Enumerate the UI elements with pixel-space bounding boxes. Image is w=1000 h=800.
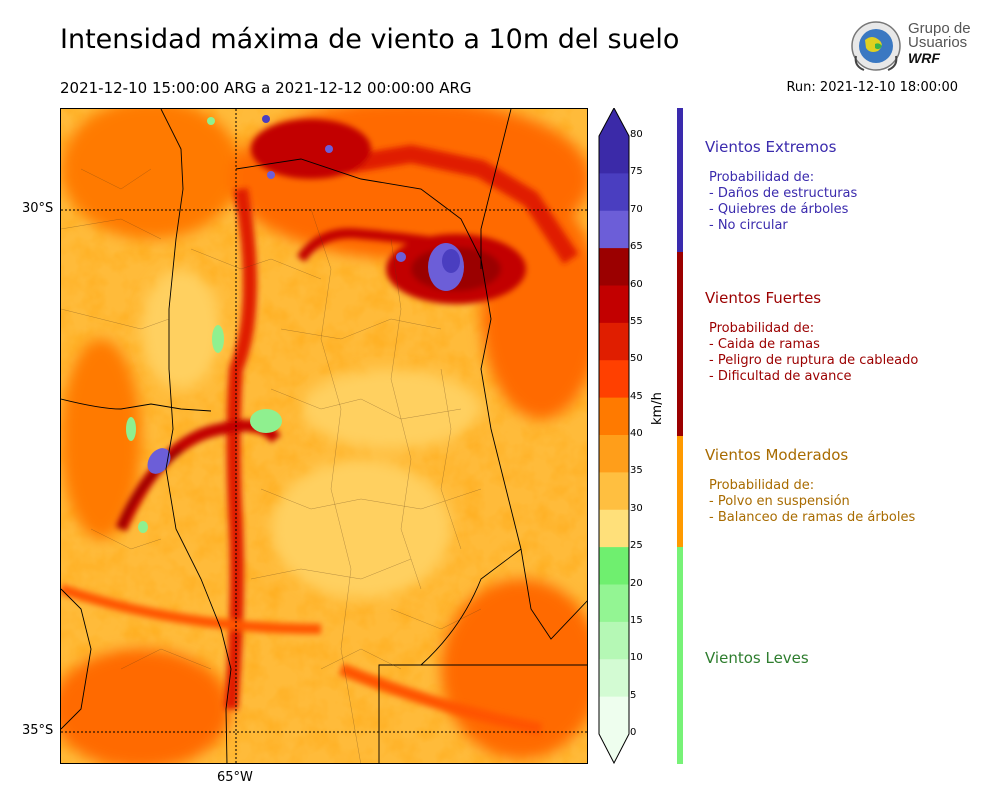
colorbar-bin <box>599 696 629 735</box>
probability-item: - Caida de ramas <box>709 337 820 352</box>
lon-label-65w: 65°W <box>217 770 253 785</box>
colorbar-bin <box>599 547 629 585</box>
wind-category: Vientos Fuertes Probabilidad de: - Caida d… <box>705 289 918 385</box>
colorbar-tick-label: 0 <box>630 727 637 738</box>
colorbar-bin <box>599 435 629 473</box>
colorbar-bottom-extension <box>599 734 629 763</box>
colorbar-unit: km/h <box>650 392 665 425</box>
colorbar-top-extension <box>599 108 629 136</box>
department-boundaries <box>61 168 482 763</box>
light-wind-patches <box>126 117 282 533</box>
probability-item: - Quiebres de árboles <box>709 202 849 217</box>
colorbar-bin <box>599 248 629 286</box>
colorbar <box>598 108 630 764</box>
category-name: Vientos Moderados <box>705 446 849 464</box>
category-probability: Probabilidad de: - Caida de ramas - Peligr… <box>709 321 918 385</box>
colorbar-bin <box>599 584 629 623</box>
logo-line-2: Usuarios <box>908 34 968 51</box>
globe-icon <box>851 21 901 71</box>
category-color-bar <box>677 108 683 252</box>
colorbar-bin <box>599 472 629 511</box>
colorbar-tick-label: 15 <box>630 614 643 626</box>
colorbar-tick-label: 45 <box>630 390 643 402</box>
colorbar-tick-label: 25 <box>630 540 643 552</box>
forecast-period: 2021-12-10 15:00:00 ARG a 2021-12-12 00:… <box>60 79 472 97</box>
category-probability: Probabilidad de: - Polvo en suspensión - B… <box>709 478 915 526</box>
probability-item: - Balanceo de ramas de árboles <box>709 510 916 525</box>
colorbar-bin <box>599 210 629 249</box>
lat-label-30s: 30°S <box>22 201 54 216</box>
colorbar-tick-label: 60 <box>630 278 643 290</box>
category-name: Vientos Extremos <box>705 138 837 156</box>
category-probability: Probabilidad de: - Daños de estructuras - … <box>709 170 857 234</box>
colorbar-tick-label: 55 <box>630 315 643 327</box>
colorbar-tick-label: 30 <box>630 502 643 514</box>
category-name: Vientos Leves <box>705 649 809 667</box>
category-color-bar <box>677 252 683 436</box>
extreme-wind-patches <box>147 115 464 474</box>
colorbar-bin <box>599 509 629 548</box>
map-title: Intensidad máxima de viento a 10m del su… <box>60 24 680 55</box>
category-color-bar <box>677 436 683 547</box>
colorbar-bin <box>599 360 629 399</box>
probability-item: - Dificultad de avance <box>709 369 852 384</box>
colorbar-tick-label: 35 <box>630 465 643 477</box>
probability-item: - Peligro de ruptura de cableado <box>709 353 919 368</box>
colorbar-bin <box>599 621 629 660</box>
colorbar-tick-label: 65 <box>630 241 643 253</box>
colorbar-tick-label: 75 <box>630 166 643 178</box>
colorbar-tick-label: 10 <box>630 652 643 664</box>
colorbar-bin <box>599 285 629 324</box>
logo-line-3: WRF <box>908 50 940 66</box>
run-timestamp: Run: 2021-12-10 18:00:00 <box>786 80 958 95</box>
colorbar-bin <box>599 397 629 436</box>
wind-category: Vientos Moderados Probabilidad de: - Polvo… <box>705 446 915 526</box>
lat-label-35s: 35°S <box>22 723 54 738</box>
wrf-logo: Grupo de Usuarios WRF <box>848 18 978 74</box>
colorbar-tick-label: 5 <box>630 689 637 701</box>
colorbar-tick-label: 70 <box>630 203 643 215</box>
probability-heading: Probabilidad de: <box>709 170 815 185</box>
wind-field-canvas <box>61 109 587 763</box>
colorbar-bin <box>599 659 629 698</box>
category-name: Vientos Fuertes <box>705 289 822 307</box>
colorbar-tick-label: 40 <box>630 428 643 439</box>
colorbar-tick-label: 80 <box>630 129 643 140</box>
wind-map <box>60 108 588 764</box>
colorbar-bin <box>599 136 629 174</box>
colorbar-bin <box>599 322 629 361</box>
wind-category: Vientos Leves <box>705 649 809 667</box>
probability-heading: Probabilidad de: <box>709 478 815 493</box>
probability-item: - Polvo en suspensión <box>709 494 850 509</box>
graticule <box>61 109 587 763</box>
colorbar-outline <box>598 108 630 764</box>
colorbar-bin <box>599 173 629 212</box>
wind-category: Vientos Extremos Probabilidad de: - Daños … <box>705 138 857 234</box>
colorbar-tick-label: 50 <box>630 353 643 365</box>
province-boundaries <box>61 109 587 763</box>
probability-heading: Probabilidad de: <box>709 321 815 336</box>
logo-line-1: Grupo de <box>908 20 971 37</box>
category-color-bar <box>677 547 683 764</box>
colorbar-tick-label: 20 <box>630 577 643 589</box>
probability-item: - Daños de estructuras <box>709 186 858 201</box>
probability-item: - No circular <box>709 218 788 233</box>
